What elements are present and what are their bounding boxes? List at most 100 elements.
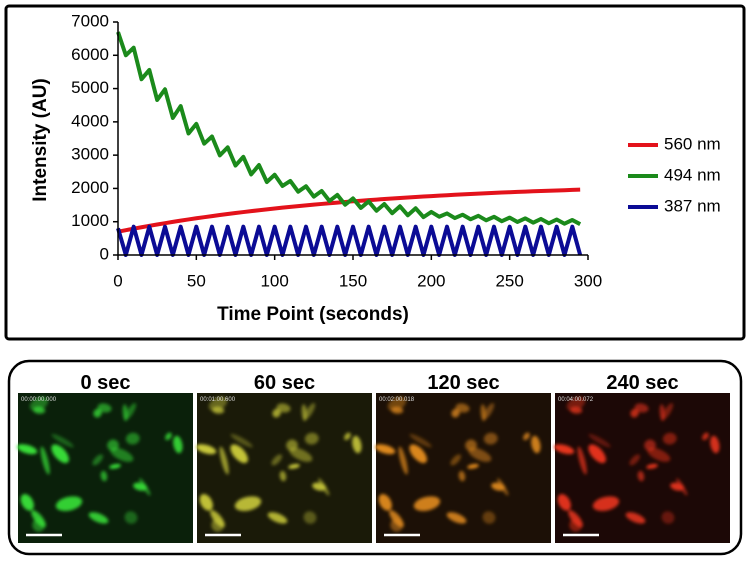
- cell: [661, 511, 675, 524]
- cell: [413, 496, 441, 512]
- micrograph: [196, 393, 372, 543]
- x-tick-label: 100: [260, 271, 288, 290]
- panel-label: 240 sec: [606, 372, 678, 394]
- cell: [97, 403, 112, 413]
- cells: [554, 396, 720, 532]
- cell: [100, 470, 108, 482]
- y-tick-label: 1000: [71, 211, 109, 230]
- cell: [17, 444, 38, 455]
- y-axis-title: Intensity (AU): [30, 78, 51, 202]
- panel-label: 120 sec: [427, 372, 499, 394]
- timestamp: 00:02:00.018: [379, 397, 415, 403]
- y-tick-label: 5000: [71, 78, 109, 97]
- cell: [92, 454, 104, 466]
- cell: [662, 432, 677, 445]
- cell: [29, 396, 49, 411]
- cell: [468, 447, 492, 462]
- cell: [398, 446, 408, 475]
- legend-label: 560 nm: [664, 134, 721, 153]
- cell: [165, 432, 172, 441]
- cell: [199, 494, 213, 511]
- cell: [391, 406, 404, 414]
- cell: [122, 404, 128, 422]
- cell: [109, 463, 121, 469]
- cell: [88, 512, 109, 524]
- cell: [570, 406, 583, 414]
- cell: [637, 470, 645, 482]
- cell: [51, 444, 69, 464]
- cell: [531, 435, 541, 454]
- cell: [482, 511, 496, 524]
- timestamp: 00:00:00.000: [21, 397, 57, 403]
- cell: [455, 403, 470, 413]
- cell: [276, 403, 291, 413]
- cell: [304, 432, 319, 445]
- cell: [93, 408, 102, 418]
- cell: [409, 444, 427, 464]
- cell: [20, 494, 34, 511]
- cell: [33, 406, 46, 414]
- micrograph: [17, 393, 193, 543]
- micrograph: [554, 393, 730, 543]
- cell: [211, 518, 225, 532]
- cell: [301, 404, 307, 422]
- cell: [133, 482, 147, 491]
- cell: [588, 433, 611, 448]
- cell: [480, 404, 486, 422]
- cell: [458, 470, 466, 482]
- cell: [390, 518, 404, 532]
- cell: [451, 408, 460, 418]
- cell: [352, 435, 362, 454]
- legend-label: 494 nm: [664, 165, 721, 184]
- x-axis-title: Time Point (seconds): [217, 304, 409, 325]
- cell: [646, 463, 658, 469]
- y-tick-label: 6000: [71, 45, 109, 64]
- y-tick-label: 4000: [71, 111, 109, 130]
- cell: [173, 435, 183, 454]
- series-line: [116, 224, 583, 257]
- cell: [467, 463, 479, 469]
- micrograph: [375, 393, 551, 543]
- timestamp: 00:01:00.600: [200, 397, 236, 403]
- cell: [32, 518, 46, 532]
- cell: [409, 433, 432, 448]
- cell: [110, 447, 134, 462]
- cells: [196, 396, 362, 532]
- cell: [554, 444, 575, 455]
- x-tick-label: 50: [187, 271, 206, 290]
- y-tick-label: 3000: [71, 145, 109, 164]
- panel-label: 60 sec: [254, 372, 315, 394]
- cells: [375, 396, 541, 532]
- cell: [234, 496, 262, 512]
- cell: [625, 512, 646, 524]
- cell: [557, 494, 571, 511]
- cell: [230, 444, 248, 464]
- cell: [55, 496, 83, 512]
- cell: [267, 512, 288, 524]
- cell: [272, 408, 281, 418]
- cell: [124, 511, 138, 524]
- cell: [212, 406, 225, 414]
- cell: [312, 482, 326, 491]
- cell: [566, 396, 586, 411]
- cell: [491, 482, 505, 491]
- cell: [588, 444, 606, 464]
- cell: [51, 433, 74, 448]
- cell: [483, 432, 498, 445]
- y-tick-label: 7000: [71, 11, 109, 30]
- cell: [659, 404, 665, 422]
- cell: [125, 432, 140, 445]
- cell: [670, 482, 684, 491]
- cell: [630, 408, 639, 418]
- cell: [303, 511, 317, 524]
- x-tick-label: 200: [417, 271, 445, 290]
- x-tick-label: 0: [113, 271, 122, 290]
- cell: [289, 447, 313, 462]
- cell: [196, 444, 217, 455]
- cells: [17, 396, 183, 532]
- timestamp: 00:04:00.072: [558, 397, 594, 403]
- cell: [279, 470, 287, 482]
- cell: [387, 396, 407, 411]
